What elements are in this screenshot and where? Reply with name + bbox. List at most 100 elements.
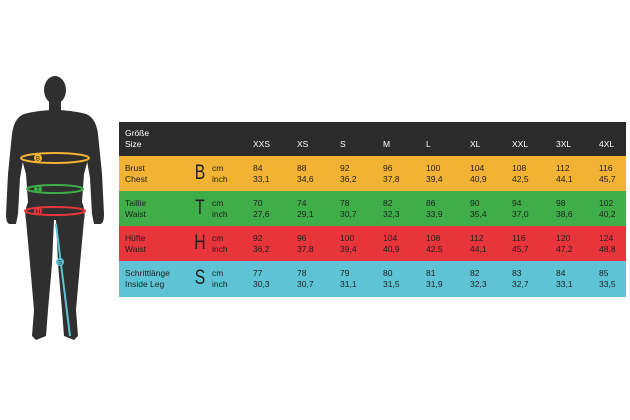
inch-value: 45,7 <box>599 174 616 184</box>
inch-value: 36,2 <box>253 244 270 254</box>
figure-left-arm <box>6 114 26 224</box>
inside-leg-marker <box>56 258 64 266</box>
measure-cell: 82 32,3 <box>470 268 487 290</box>
waist-row-label: Taillie Waist <box>125 198 146 220</box>
inch-value: 44,1 <box>556 174 573 184</box>
cm-value: 79 <box>340 268 350 278</box>
size-header-cell: L <box>426 139 431 149</box>
inch-value: 47,2 <box>556 244 573 254</box>
measure-cell: 84 33,1 <box>556 268 573 290</box>
cm-value: 116 <box>512 233 526 243</box>
measure-cell: 102 40,2 <box>599 198 616 220</box>
inch-value: 34,6 <box>297 174 314 184</box>
size-header-cell: M <box>383 139 391 149</box>
measure-cell: 77 30,3 <box>253 268 270 290</box>
cm-value: 92 <box>253 233 263 243</box>
chest-label-en: Chest <box>125 174 148 184</box>
figure-right-arm <box>84 114 104 224</box>
measure-cell: 108 42,5 <box>512 163 529 185</box>
cm-value: 108 <box>426 233 441 243</box>
inch-value: 45,7 <box>512 244 529 254</box>
cm-value: 84 <box>556 268 566 278</box>
measure-cell: 86 33,9 <box>426 198 443 220</box>
measure-cell: 70 27,6 <box>253 198 270 220</box>
inch-value: 38,6 <box>556 209 573 219</box>
inside-leg-letter: S <box>194 266 206 289</box>
measure-cell: 81 31,9 <box>426 268 443 290</box>
measure-cell: 116 45,7 <box>512 233 529 255</box>
inside-leg-marker-letter: S <box>58 261 62 267</box>
inside-leg-label-en: Inside Leg <box>125 279 165 289</box>
cm-value: 102 <box>599 198 614 208</box>
waist-measure-line <box>26 184 84 194</box>
size-header-cell: 3XL <box>556 139 572 149</box>
measure-cell: 98 38,6 <box>556 198 573 220</box>
cm-value: 96 <box>297 233 307 243</box>
inch-value: 40,2 <box>599 209 616 219</box>
hip-row-label: Hüfte Waist <box>125 233 146 255</box>
cm-value: 100 <box>426 163 441 173</box>
size-header-cell: XS <box>297 139 309 149</box>
unit-cm: cm <box>212 163 224 173</box>
hip-label-de: Hüfte <box>125 233 146 243</box>
chest-row-label: Brust Chest <box>125 163 147 185</box>
inch-value: 30,7 <box>340 209 357 219</box>
cm-value: 124 <box>599 233 614 243</box>
measure-cell: 120 47,2 <box>556 233 573 255</box>
inside-leg-units: cm inch <box>212 268 228 290</box>
measure-cell: 78 30,7 <box>340 198 357 220</box>
measure-cell: 100 39,4 <box>426 163 443 185</box>
cm-value: 108 <box>512 163 527 173</box>
chest-marker-letter: B <box>36 157 40 163</box>
unit-inch: inch <box>212 244 228 254</box>
inch-value: 42,5 <box>512 174 529 184</box>
cm-value: 80 <box>383 268 393 278</box>
measure-cell: 104 40,9 <box>383 233 400 255</box>
inch-value: 40,9 <box>470 174 487 184</box>
waist-label-en: Waist <box>125 209 146 219</box>
figure-left-leg <box>26 220 54 340</box>
measure-cell: 85 33,5 <box>599 268 616 290</box>
size-header-cell: S <box>340 139 346 149</box>
inch-value: 31,1 <box>340 279 357 289</box>
measure-cell: 78 30,7 <box>297 268 314 290</box>
cm-value: 116 <box>599 163 613 173</box>
inch-value: 31,9 <box>426 279 443 289</box>
cm-value: 78 <box>340 198 350 208</box>
measure-cell: 74 29,1 <box>297 198 314 220</box>
cm-value: 88 <box>297 163 307 173</box>
inch-value: 29,1 <box>297 209 314 219</box>
cm-value: 94 <box>512 198 522 208</box>
measure-cell: 124 48,8 <box>599 233 616 255</box>
size-header-cell: XL <box>470 139 481 149</box>
inside-leg-label-de: Schrittlänge <box>125 268 170 278</box>
chest-label-de: Brust <box>125 163 145 173</box>
measure-cell: 88 34,6 <box>297 163 314 185</box>
size-header-cell: XXL <box>512 139 529 149</box>
waist-label-de: Taillie <box>125 198 147 208</box>
inch-value: 42,5 <box>426 244 443 254</box>
measure-cell: 92 36,2 <box>253 233 270 255</box>
hip-units: cm inch <box>212 233 228 255</box>
measure-cell: 108 42,5 <box>426 233 443 255</box>
inside-leg-measure-line <box>55 223 71 337</box>
inch-value: 39,4 <box>426 174 443 184</box>
unit-cm: cm <box>212 268 224 278</box>
inch-value: 48,8 <box>599 244 616 254</box>
chest-letter: B <box>194 161 206 184</box>
cm-value: 81 <box>426 268 436 278</box>
cm-value: 112 <box>556 163 570 173</box>
inside-leg-row: Schrittlänge Inside Leg S cm inch 77 30,3… <box>119 261 626 297</box>
inch-value: 35,4 <box>470 209 487 219</box>
unit-inch: inch <box>212 279 228 289</box>
size-table: Größe Size XXS XS S M L XL XXL 3XL 4XL B… <box>119 122 626 297</box>
size-header-label-de: Größe <box>125 128 150 138</box>
measure-cell: 83 32,7 <box>512 268 529 290</box>
inch-value: 32,3 <box>470 279 487 289</box>
chest-units: cm inch <box>212 163 228 185</box>
inch-value: 32,3 <box>383 209 400 219</box>
size-header-label: Größe Size <box>125 128 149 150</box>
cm-value: 96 <box>383 163 393 173</box>
size-header-row: Größe Size XXS XS S M L XL XXL 3XL 4XL <box>119 122 626 156</box>
unit-inch: inch <box>212 174 228 184</box>
